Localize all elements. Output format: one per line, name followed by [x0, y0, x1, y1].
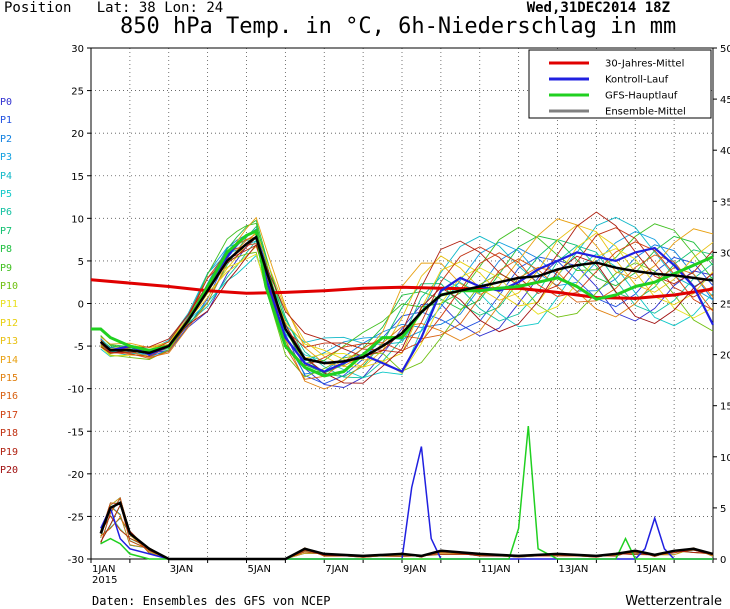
x-year-label: 2015 — [92, 575, 117, 586]
member-precip-p18 — [100, 502, 714, 560]
longitude-label: Lon: 24 — [164, 0, 224, 16]
member-label-p19: P19 — [0, 446, 19, 458]
member-label-p5: P5 — [0, 189, 13, 200]
member-precip-p4 — [100, 502, 714, 560]
position-label: Position — [4, 0, 72, 16]
brand-label: Wetterzentrale — [625, 594, 722, 609]
x-tick-label: 15JAN — [636, 564, 666, 575]
legend-label: Kontroll-Lauf — [605, 75, 669, 86]
mean-precip-line — [99, 501, 714, 561]
member-line-p20 — [100, 243, 714, 384]
y-right-tick-label: 35 — [720, 197, 730, 208]
ensemble-member-lines — [100, 211, 714, 560]
member-label-p17: P17 — [0, 409, 19, 421]
y-left-tick-label: -15 — [68, 427, 84, 438]
run-datetime: Wed,31DEC2014 18Z — [526, 0, 670, 16]
member-line-p4 — [100, 216, 714, 352]
y-right-tick-label: 25 — [720, 300, 730, 311]
y-right-tick-label: 20 — [720, 351, 730, 362]
chart-title: 850 hPa Temp. in °C, 6h-Niederschlag in … — [120, 14, 677, 39]
legend: 30-Jahres-Mittel Kontroll-Lauf GFS-Hauptla… — [528, 49, 712, 119]
y-left-tick-label: -10 — [68, 385, 84, 396]
member-precip-p11 — [100, 502, 714, 560]
y-left-tick-label: 0 — [78, 300, 84, 311]
x-tick-label: 5JAN — [248, 564, 271, 575]
member-label-p0: P0 — [0, 97, 13, 108]
y-left-tick-label: 25 — [71, 87, 84, 98]
member-label-p20: P20 — [0, 465, 19, 476]
x-tick-label: 11JAN — [481, 564, 511, 575]
y-right-tick-label: 10 — [720, 453, 730, 464]
member-label-p16: P16 — [0, 391, 19, 403]
legend-box — [528, 49, 712, 119]
y-left-tick-label: -30 — [68, 555, 84, 566]
y-right-tick-label: 0 — [720, 555, 726, 566]
member-label-p13: P13 — [0, 336, 19, 348]
member-precip-p13 — [100, 504, 714, 560]
legend-label: 30-Jahres-Mittel — [605, 59, 684, 70]
data-source: Daten: Ensembles des GFS von NCEP — [92, 594, 331, 608]
x-tick-label: 3JAN — [170, 564, 193, 575]
member-label-p8: P8 — [0, 244, 13, 256]
main-precip-line — [100, 426, 713, 560]
ensemble-mean-line — [99, 235, 714, 365]
chart-axes: 302520151050-5-10-15-20-25-3050454035302… — [68, 44, 730, 586]
y-right-tick-label: 15 — [720, 402, 730, 413]
x-tick-label: 7JAN — [325, 564, 348, 575]
member-line-p19 — [100, 211, 714, 358]
x-tick-label: 13JAN — [559, 564, 589, 575]
y-right-tick-label: 5 — [720, 504, 726, 515]
y-left-tick-label: -5 — [74, 342, 84, 353]
y-right-tick-label: 30 — [720, 248, 730, 259]
y-right-tick-label: 50 — [720, 44, 730, 55]
member-label-p3: P3 — [0, 152, 13, 164]
y-left-tick-label: 20 — [71, 129, 84, 140]
y-left-tick-label: 5 — [78, 257, 84, 268]
member-line-p12 — [100, 232, 714, 368]
member-label-p1: P1 — [0, 115, 13, 127]
member-label-p12: P12 — [0, 317, 19, 329]
member-label-p6: P6 — [0, 207, 13, 219]
member-label-p11: P11 — [0, 299, 19, 311]
x-tick-label: 1JAN — [92, 564, 115, 575]
member-label-p9: P9 — [0, 262, 13, 274]
y-left-tick-label: 10 — [71, 214, 84, 225]
member-label-p10: P10 — [0, 281, 19, 292]
legend-label: GFS-Hauptlauf — [605, 91, 678, 102]
x-tick-label: 9JAN — [403, 564, 426, 575]
y-right-tick-label: 40 — [720, 146, 730, 157]
member-precip-p1 — [100, 505, 714, 560]
member-label-p18: P18 — [0, 428, 19, 440]
y-right-tick-label: 45 — [720, 95, 730, 106]
member-precip-p20 — [100, 504, 714, 560]
member-label-p2: P2 — [0, 133, 13, 145]
y-left-tick-label: 15 — [71, 172, 84, 183]
member-precip-p8 — [100, 505, 714, 560]
member-label-p15: P15 — [0, 373, 19, 384]
member-label-p14: P14 — [0, 354, 19, 366]
y-left-tick-label: 30 — [71, 44, 84, 55]
member-line-p0 — [100, 234, 714, 388]
legend-label: Ensemble-Mittel — [605, 107, 686, 118]
y-left-tick-label: -20 — [68, 470, 84, 481]
position-header: Position Lat: 38 Lon: 24 — [4, 0, 223, 16]
member-label-p4: P4 — [0, 170, 13, 182]
member-label-p7: P7 — [0, 225, 13, 237]
member-precip-p15 — [100, 506, 714, 560]
y-left-tick-label: -25 — [68, 512, 84, 523]
latitude-label: Lat: 38 — [96, 0, 156, 16]
member-precip-p6 — [100, 504, 714, 560]
control-precip-line — [100, 446, 713, 560]
highlight-series — [90, 228, 714, 561]
